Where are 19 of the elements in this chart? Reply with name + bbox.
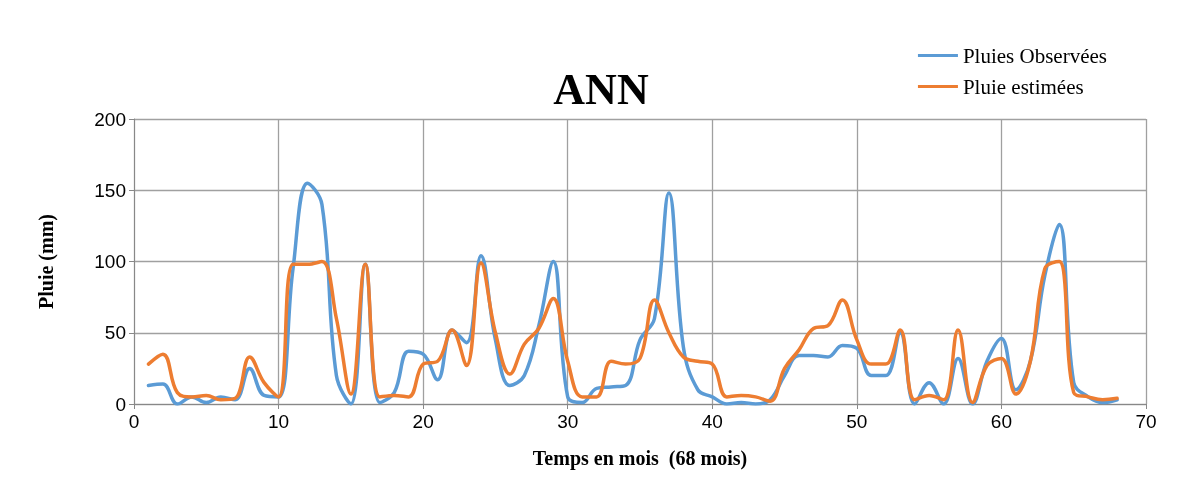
- chart-title: ANN: [553, 64, 649, 114]
- x-tick-label: 20: [412, 411, 434, 432]
- y-tick-label: 200: [94, 108, 126, 130]
- legend-label: Pluie estimées: [962, 74, 1084, 99]
- y-tick-label: 50: [104, 322, 126, 344]
- x-tick-label: 10: [268, 411, 290, 432]
- x-tick-label: 70: [1135, 411, 1157, 432]
- y-tick-label: 150: [94, 179, 126, 201]
- y-axis-title: Pluie (mm): [35, 214, 58, 309]
- x-tick-label: 30: [557, 411, 579, 432]
- x-tick-label: 0: [128, 411, 140, 432]
- x-tick-label: 40: [701, 411, 723, 432]
- x-tick-label: 60: [990, 411, 1012, 432]
- y-tick-label: 0: [115, 393, 126, 415]
- x-tick-label: 50: [846, 411, 868, 432]
- legend-label: Pluies Observées: [962, 43, 1108, 68]
- x-axis-title: Temps en mois (68 mois): [532, 447, 748, 470]
- y-tick-label: 100: [94, 251, 126, 272]
- line-series: [146, 259, 1119, 405]
